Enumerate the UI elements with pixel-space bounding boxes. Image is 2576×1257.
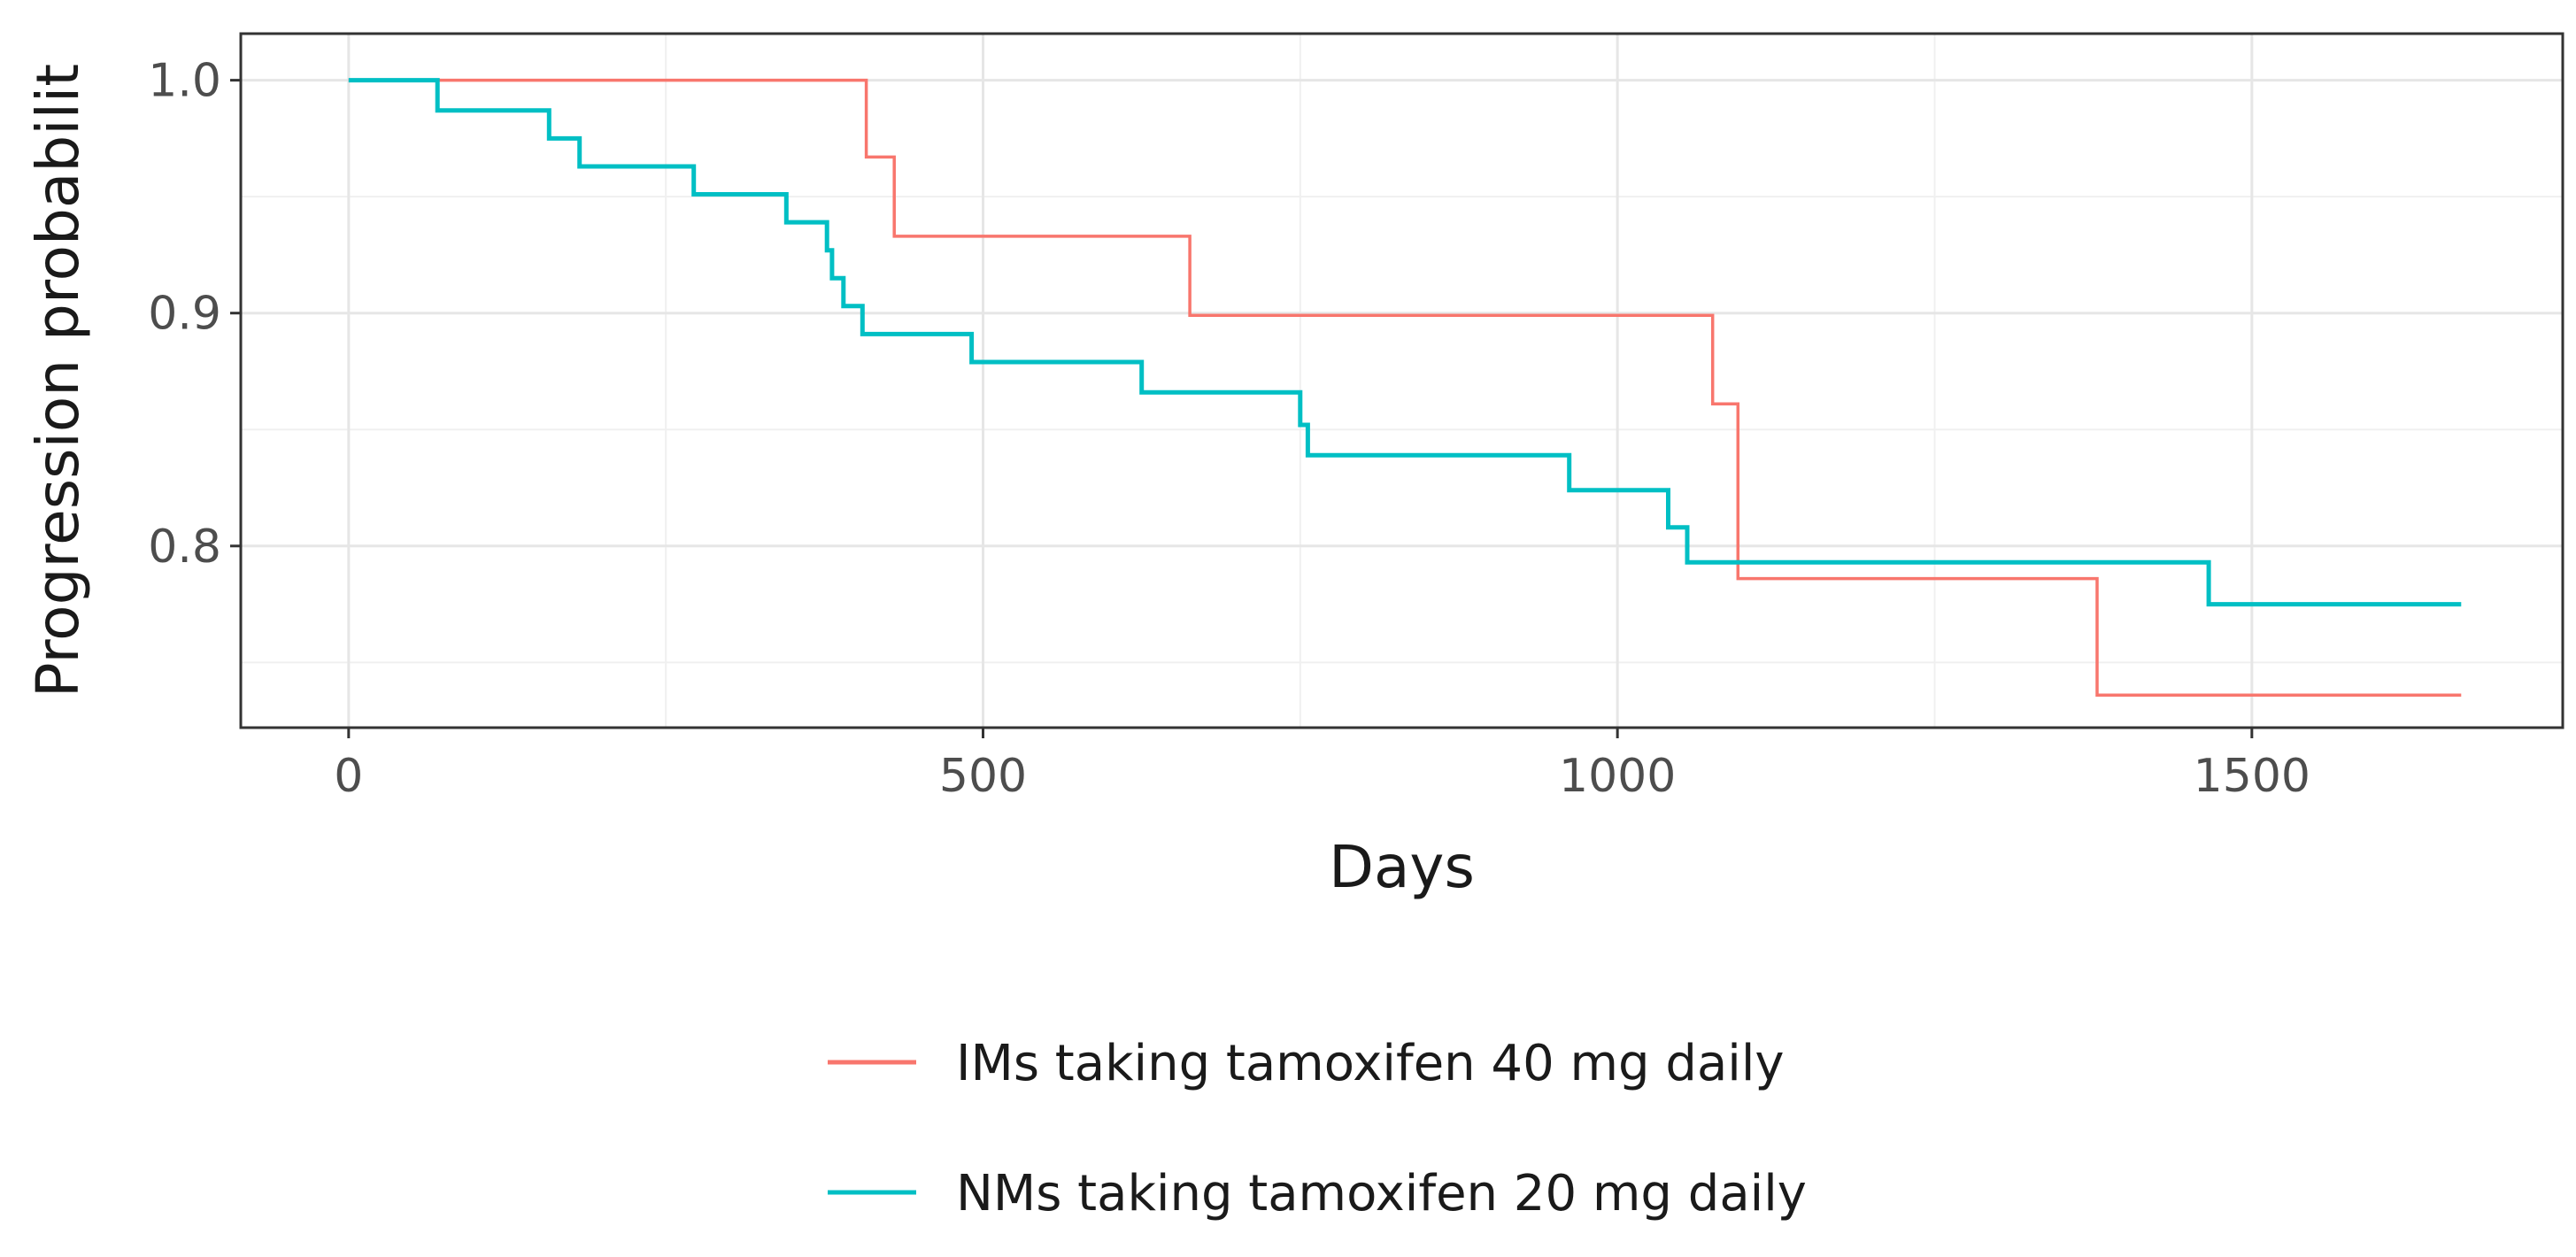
plot-border — [239, 32, 2564, 729]
x-tick-label: 1000 — [1559, 750, 1676, 803]
x-tick-label: 1500 — [2194, 750, 2310, 803]
x-axis-title: Days — [1329, 833, 1475, 901]
series-lines — [348, 78, 2462, 697]
x-tick-label: 500 — [939, 750, 1027, 803]
y-tick-label: 1.0 — [148, 55, 221, 108]
legend-label-ims: IMs taking tamoxifen 40 mg daily — [956, 1035, 1785, 1092]
y-axis-title: Progression probabilit — [24, 64, 92, 698]
y-tick-label: 0.9 — [148, 288, 221, 341]
grid-lines — [241, 34, 2563, 728]
legend: IMs taking tamoxifen 40 mg daily NMs tak… — [828, 1035, 1807, 1222]
legend-label-nms: NMs taking tamoxifen 20 mg daily — [956, 1165, 1807, 1222]
km-curve-nms — [348, 78, 2462, 607]
y-tick-label: 0.8 — [148, 521, 221, 574]
km-curve-ims — [348, 78, 2462, 697]
axis-ticks: 0.8 0.9 1.0 0 500 1000 1500 — [148, 55, 2310, 803]
x-tick-label: 0 — [334, 750, 363, 803]
plot-background — [241, 34, 2563, 728]
